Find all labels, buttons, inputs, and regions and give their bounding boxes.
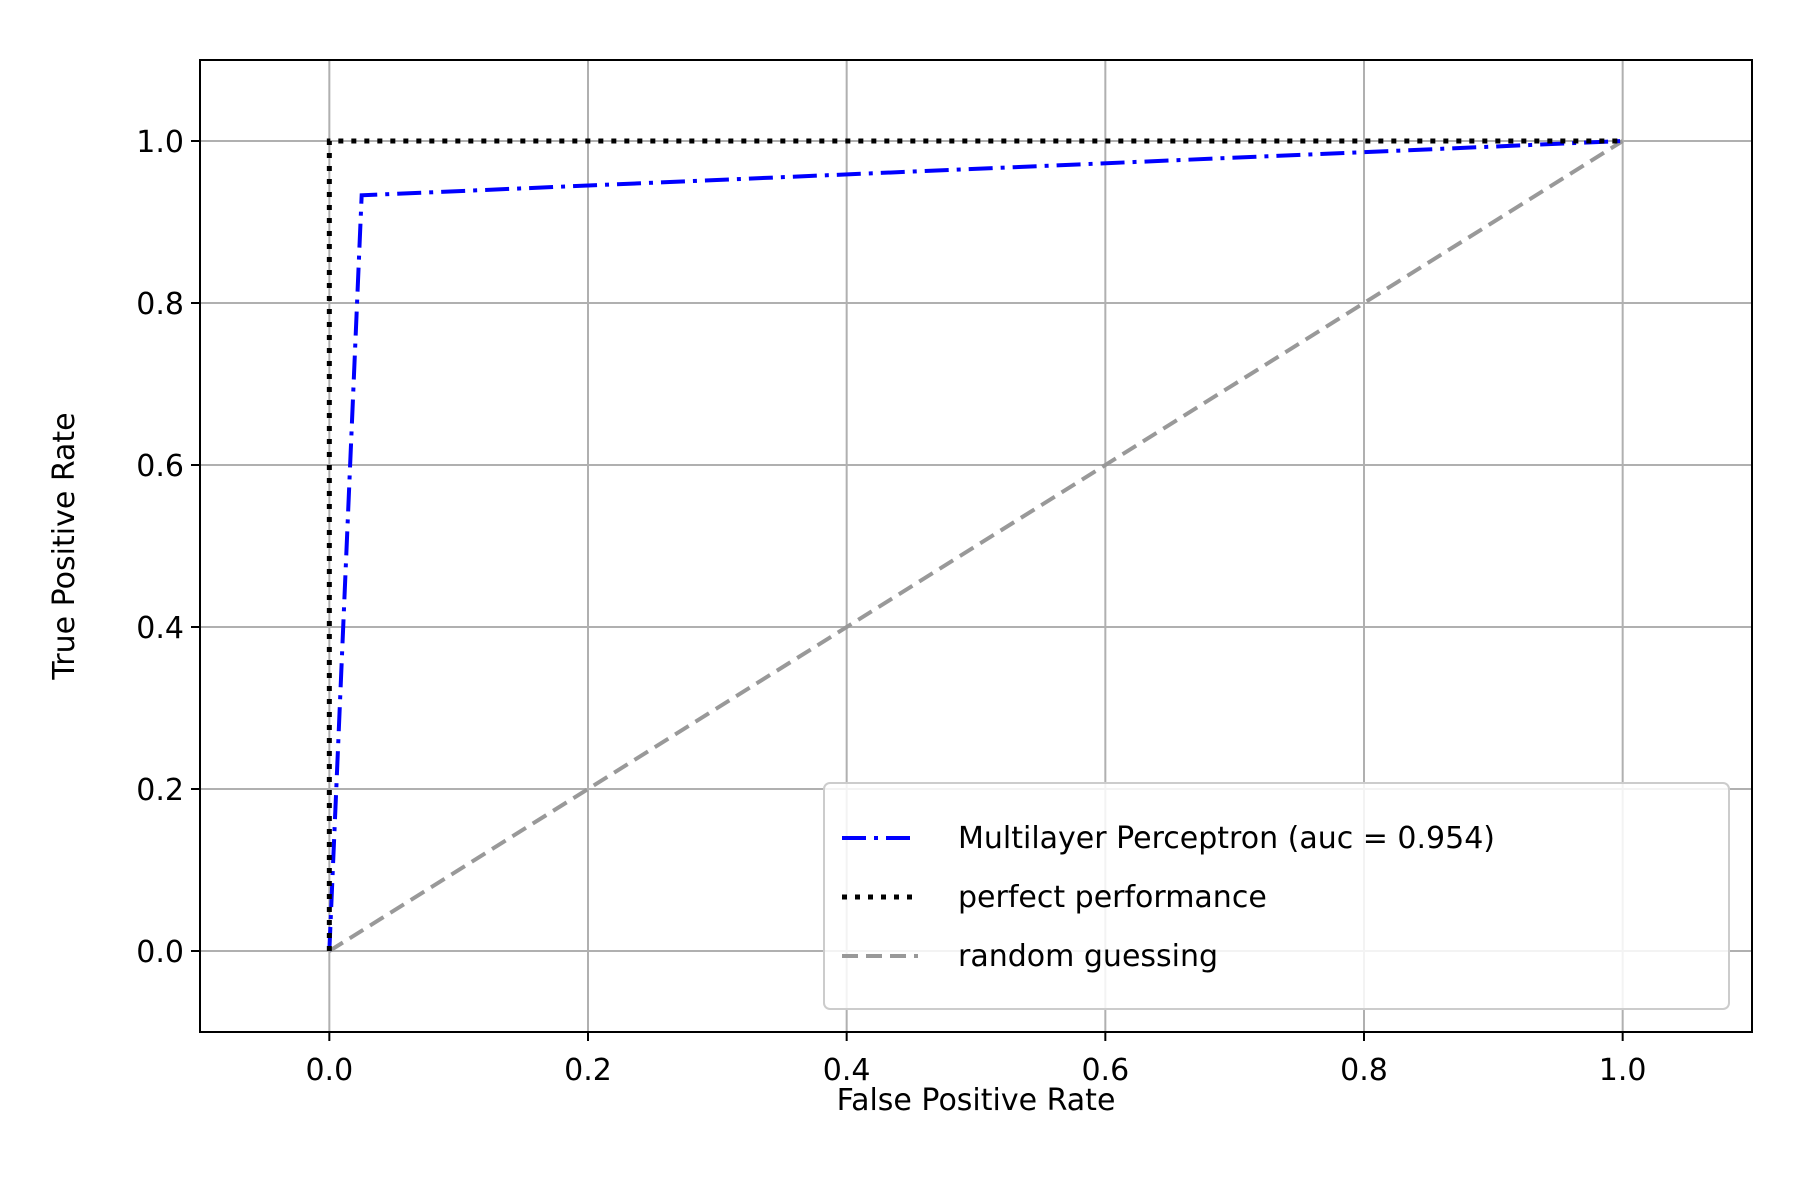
y-tick-label: 0.4	[136, 611, 184, 646]
series-line-2	[328, 139, 1624, 953]
y-tick-label: 0.8	[136, 287, 184, 322]
x-tick-label: 0.6	[1081, 1053, 1129, 1088]
y-tick-label: 0.6	[136, 449, 184, 484]
y-axis-label: True Positive Rate	[47, 412, 82, 680]
axis-ticks: 0.0 0.2 0.4 0.6 0.8 1.0 0.0 0.2 0.4 0.6 0.8 1.0	[136, 125, 1646, 1088]
x-axis-label: False Positive Rate	[837, 1083, 1116, 1118]
legend-label-1: perfect performance	[958, 880, 1267, 915]
axes-frame	[199, 59, 1753, 1033]
y-tick-label: 1.0	[136, 125, 184, 160]
x-tick-label: 0.2	[564, 1053, 612, 1088]
legend-box	[823, 782, 1730, 1010]
legend: Multilayer Perceptron (auc = 0.954) perfe…	[823, 782, 1730, 1010]
y-tick-label: 0.2	[136, 773, 184, 808]
x-tick-label: 0.8	[1340, 1053, 1388, 1088]
series-line-1	[326, 138, 1623, 951]
series-lines	[326, 138, 1624, 953]
y-tick-label: 0.0	[136, 935, 184, 970]
legend-label-0: Multilayer Perceptron (auc = 0.954)	[958, 821, 1495, 856]
legend-label-2: random guessing	[958, 939, 1218, 974]
series-line-0	[327, 139, 1623, 952]
x-tick-label: 0.0	[305, 1053, 353, 1088]
x-tick-label: 1.0	[1599, 1053, 1647, 1088]
x-tick-label: 0.4	[823, 1053, 871, 1088]
